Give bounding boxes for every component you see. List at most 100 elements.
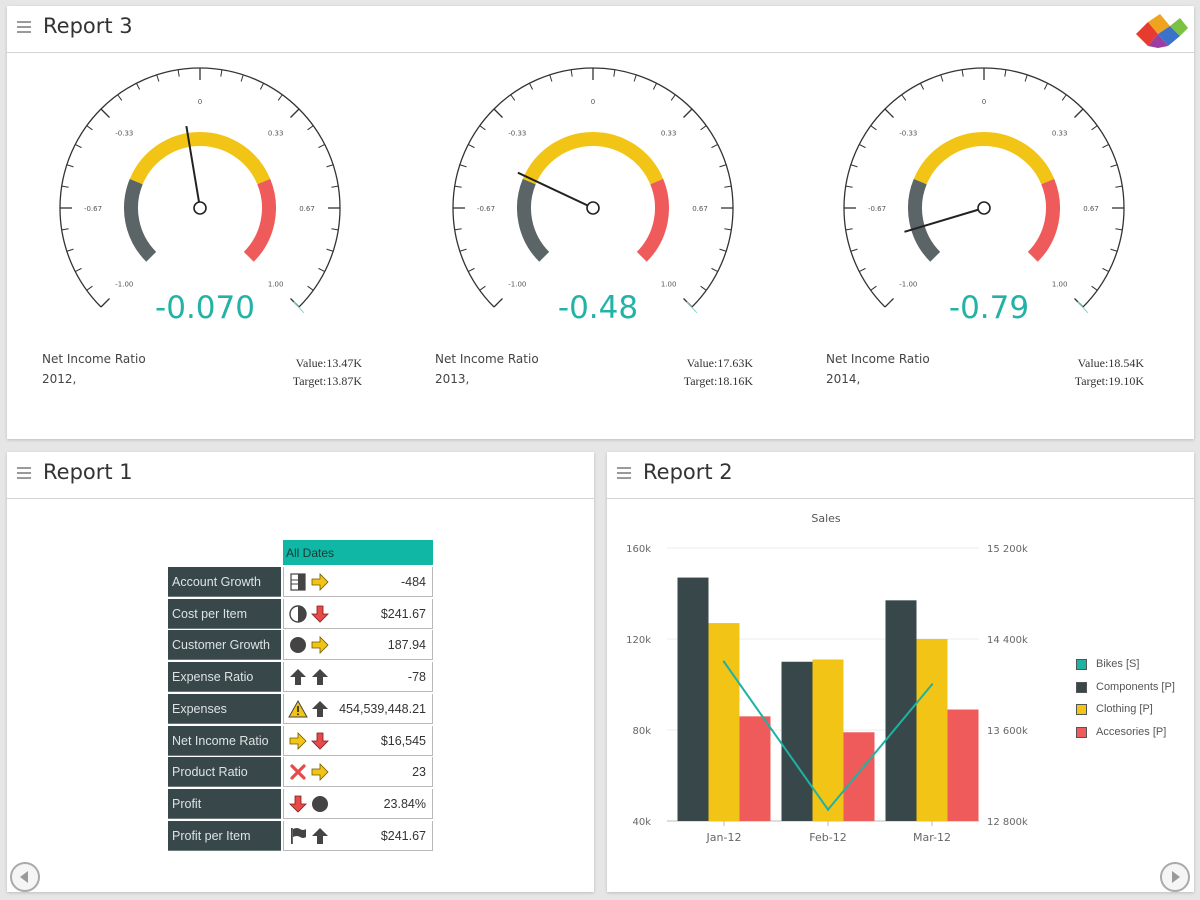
gauge-tick-label: -0.67 bbox=[868, 205, 886, 213]
gauge-end-mark bbox=[293, 301, 305, 314]
legend-item[interactable]: Components [P] bbox=[1076, 681, 1196, 695]
legend-swatch bbox=[1076, 681, 1087, 693]
row-label: Profit bbox=[168, 788, 281, 819]
gauge-tick bbox=[719, 164, 727, 168]
gauge-tick bbox=[493, 298, 503, 308]
bar[interactable] bbox=[885, 600, 917, 821]
table-row[interactable]: Net Income Ratio $16,545 bbox=[168, 725, 433, 756]
gauge-tick bbox=[326, 164, 334, 168]
arrow-right-icon bbox=[311, 636, 329, 655]
gauge-tick-label: -0.67 bbox=[84, 205, 102, 213]
row-label: Account Growth bbox=[168, 567, 281, 597]
gauge-tick bbox=[700, 125, 707, 131]
row-label: Expense Ratio bbox=[168, 662, 281, 693]
table-row[interactable]: Account Growth -484 bbox=[168, 567, 433, 597]
row-value: $241.67 bbox=[380, 606, 426, 621]
hamburger-menu-icon[interactable] bbox=[17, 21, 31, 33]
gauge-tick bbox=[528, 83, 534, 90]
row-cell: 454,539,448.21 bbox=[283, 693, 433, 724]
arrow-up-icon bbox=[290, 669, 306, 686]
y-tick-label: 40k bbox=[632, 817, 651, 828]
gauge-footer-2012: Net Income Ratio 2012, Value:13.47K Targ… bbox=[42, 352, 362, 402]
prev-page-button[interactable] bbox=[10, 862, 40, 892]
gauge-year: 2012, bbox=[42, 372, 77, 386]
gauge-tick-label: 0.67 bbox=[1083, 205, 1099, 213]
arrow-right-icon bbox=[311, 763, 329, 782]
bar[interactable] bbox=[781, 661, 813, 821]
gauge-band-high bbox=[1027, 178, 1060, 262]
line-point[interactable] bbox=[826, 808, 830, 811]
table-row[interactable]: Expenses 454,539,448.21 bbox=[168, 693, 433, 724]
legend-item[interactable]: Accesories [P] bbox=[1076, 726, 1196, 740]
table-row[interactable]: Product Ratio 23 bbox=[168, 757, 433, 788]
y2-tick-label: 14 400k bbox=[987, 635, 1028, 646]
bar[interactable] bbox=[677, 577, 709, 821]
column-header-all-dates[interactable]: All Dates bbox=[283, 540, 433, 565]
gauge-tick bbox=[719, 248, 727, 252]
gauge-needle bbox=[904, 207, 985, 233]
line-point[interactable] bbox=[930, 683, 934, 686]
row-cell: $16,545 bbox=[283, 725, 433, 756]
gauge-target-label: Target:18.16K bbox=[683, 374, 753, 388]
table-row[interactable]: Profit per Item $241.67 bbox=[168, 820, 433, 851]
row-icons bbox=[288, 604, 334, 624]
gauge-tick bbox=[290, 108, 300, 118]
gauge-tick bbox=[850, 164, 858, 168]
row-value: 23 bbox=[412, 765, 426, 780]
bar[interactable] bbox=[843, 732, 875, 821]
table-row[interactable]: Cost per Item $241.67 bbox=[168, 598, 433, 629]
gauge-tick-label: 0 bbox=[982, 98, 986, 106]
bar[interactable] bbox=[916, 639, 948, 821]
gauge-tick bbox=[493, 108, 503, 118]
gauge-tick bbox=[1061, 94, 1067, 101]
row-label: Profit per Item bbox=[168, 820, 281, 851]
gauge-tick bbox=[479, 125, 486, 131]
half-box-icon bbox=[290, 573, 306, 591]
gauge-tick bbox=[510, 94, 516, 101]
arrow-up-icon bbox=[312, 669, 328, 686]
gauge-tick bbox=[1102, 267, 1109, 273]
gauge-band-high bbox=[243, 178, 276, 262]
y2-tick-label: 12 800k bbox=[987, 817, 1028, 828]
gauge-tick-label: -0.33 bbox=[899, 129, 917, 137]
gauge-band-low bbox=[517, 178, 550, 262]
gauge-target-label: Target:13.87K bbox=[292, 374, 362, 388]
row-icons bbox=[288, 635, 334, 655]
bar[interactable] bbox=[708, 623, 740, 821]
table-row[interactable]: Customer Growth 187.94 bbox=[168, 630, 433, 661]
gauge-tick bbox=[459, 164, 467, 168]
hamburger-menu-icon[interactable] bbox=[617, 467, 631, 479]
gauge-tick bbox=[277, 94, 283, 101]
gauge-needle bbox=[185, 125, 201, 209]
gauge-tick bbox=[613, 69, 616, 77]
table-row[interactable]: Profit 23.84% bbox=[168, 788, 433, 819]
legend-item[interactable]: Clothing [P] bbox=[1076, 703, 1196, 717]
next-page-button[interactable] bbox=[1160, 862, 1190, 892]
legend-label: Components [P] bbox=[1096, 680, 1175, 693]
gauge-value-text: -0.070 bbox=[155, 290, 255, 326]
row-label: Customer Growth bbox=[168, 630, 281, 661]
gauge-tick bbox=[633, 74, 637, 82]
gauge-value-text: -0.48 bbox=[558, 290, 638, 326]
bar[interactable] bbox=[739, 716, 771, 821]
legend-item[interactable]: Bikes [S] bbox=[1076, 658, 1196, 672]
hamburger-menu-icon[interactable] bbox=[17, 467, 31, 479]
gauge-tick bbox=[459, 248, 467, 252]
y-tick-label: 160k bbox=[626, 544, 651, 555]
gauge-footer-2013: Net Income Ratio 2013, Value:17.63K Targ… bbox=[435, 352, 753, 402]
table-row[interactable]: Expense Ratio -78 bbox=[168, 662, 433, 693]
bar[interactable] bbox=[947, 709, 979, 821]
row-icons bbox=[288, 731, 334, 751]
row-icons bbox=[288, 826, 334, 846]
gauge-tick bbox=[724, 228, 732, 231]
gauge-end-mark bbox=[1077, 301, 1089, 314]
row-value: $16,545 bbox=[380, 733, 426, 748]
gauge-tick bbox=[700, 285, 707, 291]
report1-title: Report 1 bbox=[43, 460, 133, 484]
gauge-tick bbox=[220, 69, 223, 77]
row-cell: -484 bbox=[283, 567, 433, 597]
gauge-tick bbox=[724, 185, 732, 188]
line-point[interactable] bbox=[722, 660, 726, 663]
gauge-tick bbox=[711, 267, 718, 273]
legend-label: Clothing [P] bbox=[1096, 703, 1153, 715]
